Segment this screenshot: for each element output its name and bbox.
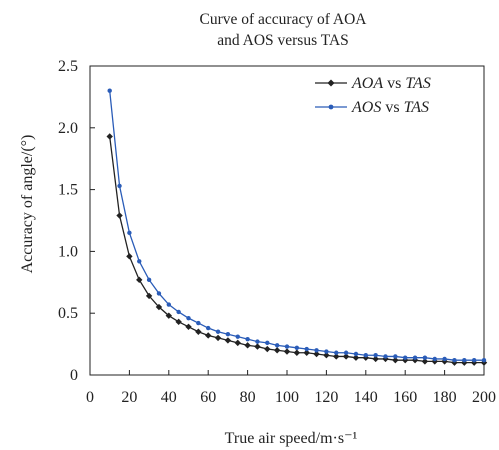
- data-point-aos: [265, 340, 270, 346]
- data-point-aos: [107, 88, 112, 93]
- data-point-aos: [363, 353, 368, 358]
- data-point-aoa: [303, 349, 310, 356]
- data-point-aoa: [136, 276, 143, 284]
- data-point-aos: [117, 183, 122, 189]
- data-point-aos: [324, 349, 329, 354]
- x-tick-label: 20: [121, 389, 137, 406]
- data-point-aos: [225, 332, 231, 337]
- data-point-aos: [442, 356, 447, 362]
- data-point-aos: [403, 355, 408, 360]
- x-tick-label: 0: [86, 389, 94, 406]
- legend-marker-aos: [328, 104, 334, 110]
- data-point-aos: [393, 354, 398, 359]
- y-tick-label: 1.5: [58, 182, 78, 199]
- data-point-aos: [274, 343, 280, 348]
- data-point-aoa: [195, 328, 202, 335]
- y-tick-label: 2.0: [58, 120, 78, 137]
- data-point-aos: [314, 348, 319, 353]
- chart-title-line-1: Curve of accuracy of AOA: [200, 11, 368, 28]
- plot-area: 0 20 40 60 80 100 120 140 160 180 200 0 0.5 1.0 1.5 2.0…: [58, 58, 496, 406]
- y-tick-label: 1.0: [58, 243, 78, 260]
- data-point-aos: [196, 320, 201, 326]
- x-tick-label: 200: [472, 389, 496, 406]
- x-tick-label: 120: [314, 389, 338, 406]
- legend-label-aos: AOS vs TAS: [351, 99, 429, 116]
- data-point-aoa: [145, 292, 153, 300]
- data-point-aos: [294, 345, 300, 351]
- data-point-aos: [215, 329, 221, 334]
- y-axis-label: Accuracy of angle/(°): [19, 135, 36, 274]
- y-tick-label: 0: [70, 367, 78, 384]
- x-axis-label: True air speed/m·s⁻¹: [225, 430, 358, 447]
- data-point-aos: [334, 350, 339, 355]
- x-tick-label: 100: [275, 389, 299, 406]
- data-point-aoa: [323, 352, 330, 359]
- x-tick-label: 60: [200, 389, 216, 406]
- data-point-aos: [412, 355, 418, 360]
- data-point-aos: [353, 351, 359, 357]
- data-point-aoa: [185, 323, 192, 330]
- y-tick-label: 2.5: [58, 58, 78, 75]
- data-point-aos: [146, 277, 152, 283]
- legend-marker-aoa: [327, 79, 335, 87]
- data-point-aoa: [264, 345, 271, 353]
- data-point-aos: [343, 350, 349, 355]
- data-point-aos: [127, 230, 132, 236]
- series-line-aoa: [109, 136, 484, 364]
- series-line-aos: [109, 90, 484, 361]
- chart-title-line-2: and AOS versus TAS: [217, 32, 349, 49]
- data-point-aos: [481, 357, 487, 363]
- data-point-aoa: [234, 339, 241, 347]
- data-point-aos: [166, 302, 171, 307]
- data-point-aos: [422, 355, 428, 360]
- data-point-aos: [452, 357, 457, 363]
- data-point-aoa: [244, 342, 251, 349]
- x-tick-label: 180: [433, 389, 457, 406]
- data-point-aos: [383, 354, 388, 359]
- data-point-aos: [373, 353, 378, 358]
- data-point-aoa: [372, 355, 379, 363]
- data-point-aos: [245, 336, 250, 342]
- data-point-aos: [156, 291, 162, 296]
- data-point-aoa: [116, 212, 123, 219]
- data-point-aos: [235, 334, 240, 339]
- data-point-aoa: [283, 348, 291, 355]
- data-point-aoa: [333, 353, 340, 360]
- x-tick-label: 140: [354, 389, 378, 406]
- data-point-aoa: [293, 349, 301, 356]
- legend: AOA vs TAS AOS vs TAS: [315, 75, 431, 116]
- legend-label-aoa: AOA vs TAS: [351, 75, 431, 92]
- data-point-aoa: [254, 343, 261, 350]
- data-point-aoa: [214, 334, 222, 342]
- data-point-aos: [137, 259, 142, 264]
- data-point-aoa: [392, 356, 399, 364]
- data-point-aos: [471, 357, 477, 363]
- data-point-aoa: [421, 358, 429, 365]
- x-tick-label: 80: [240, 389, 256, 406]
- data-point-aos: [206, 325, 211, 331]
- data-point-aoa: [155, 303, 163, 311]
- data-point-aos: [432, 356, 437, 362]
- data-point-aos: [462, 357, 467, 363]
- y-tick-label: 0.5: [58, 305, 78, 322]
- data-point-aos: [304, 346, 309, 352]
- data-point-aoa: [224, 337, 232, 344]
- data-point-aos: [255, 339, 260, 344]
- data-point-aos: [284, 344, 290, 349]
- data-point-aoa: [175, 318, 182, 326]
- data-point-aos: [176, 309, 181, 315]
- x-tick-label: 160: [393, 389, 417, 406]
- data-point-aoa: [126, 253, 133, 260]
- data-point-aoa: [165, 312, 172, 319]
- data-point-aoa: [106, 133, 113, 140]
- x-tick-label: 40: [161, 389, 177, 406]
- data-point-aoa: [352, 354, 360, 361]
- data-point-aoa: [342, 353, 350, 360]
- data-point-aoa: [205, 332, 212, 339]
- data-point-aos: [186, 315, 191, 321]
- data-point-aoa: [313, 350, 320, 358]
- data-point-aoa: [273, 347, 281, 354]
